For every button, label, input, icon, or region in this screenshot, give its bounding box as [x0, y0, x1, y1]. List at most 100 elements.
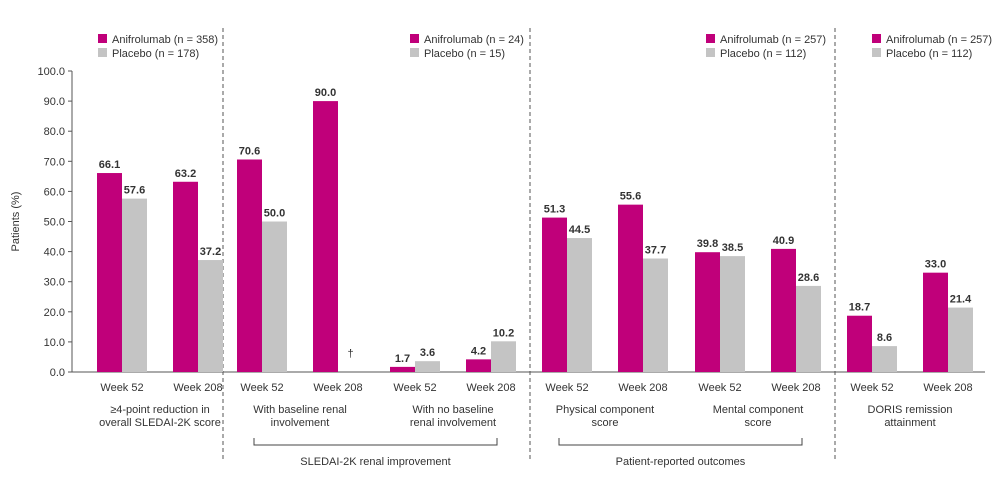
data-label-anifrolumab: 55.6	[620, 191, 641, 203]
bar-placebo	[567, 238, 592, 372]
data-label-anifrolumab: 70.6	[239, 145, 260, 157]
data-label-anifrolumab: 33.0	[925, 259, 946, 271]
bar-anifrolumab	[542, 217, 567, 372]
subcategory-label: With no baseline	[412, 404, 493, 416]
bar-anifrolumab	[390, 366, 415, 372]
data-label-placebo: 21.4	[950, 294, 972, 306]
legend-label-placebo: Placebo (n = 178)	[112, 48, 199, 60]
data-label-anifrolumab: 4.2	[471, 345, 486, 357]
legend-swatch-anifrolumab	[706, 34, 715, 43]
subcategory-label: Physical component	[556, 404, 654, 416]
x-tick-label: Week 208	[313, 382, 362, 394]
bar-placebo	[491, 341, 516, 372]
y-tick-label: 100.0	[37, 66, 65, 78]
y-axis-title: Patients (%)	[10, 192, 22, 252]
x-tick-label: Week 52	[698, 382, 741, 394]
legend-swatch-placebo	[98, 48, 107, 57]
group-bracket	[253, 438, 498, 446]
y-tick-label: 0.0	[50, 367, 65, 379]
subcategory-label: renal involvement	[410, 417, 496, 429]
data-label-placebo: 28.6	[798, 272, 819, 284]
legend-swatch-anifrolumab	[410, 34, 419, 43]
group-bracket-label: SLEDAI-2K renal improvement	[300, 456, 450, 468]
bar-anifrolumab	[466, 359, 491, 372]
subcategory-label: DORIS remission	[868, 404, 953, 416]
subcategory-label: With baseline renal	[253, 404, 347, 416]
bar-anifrolumab	[695, 252, 720, 372]
legend-swatch-placebo	[706, 48, 715, 57]
data-label-placebo: 38.5	[722, 242, 743, 254]
data-label-placebo: 37.7	[645, 245, 666, 257]
y-tick-label: 40.0	[44, 247, 65, 259]
bar-anifrolumab	[313, 101, 338, 372]
dagger-footnote-mark: †	[347, 348, 353, 360]
y-tick-label: 30.0	[44, 277, 65, 289]
bar-placebo	[872, 346, 897, 372]
bar-anifrolumab	[173, 181, 198, 372]
bar-anifrolumab	[847, 315, 872, 372]
bar-anifrolumab	[618, 204, 643, 372]
bar-anifrolumab	[771, 248, 796, 372]
subcategory-label: Mental component	[713, 404, 804, 416]
bar-anifrolumab	[97, 173, 122, 372]
data-label-anifrolumab: 66.1	[99, 159, 120, 171]
data-label-anifrolumab: 39.8	[697, 238, 718, 250]
legend-label-anifrolumab: Anifrolumab (n = 257)	[720, 34, 826, 46]
data-label-placebo: 57.6	[124, 185, 145, 197]
y-tick-label: 70.0	[44, 156, 65, 168]
x-tick-label: Week 52	[100, 382, 143, 394]
data-label-anifrolumab: 90.0	[315, 87, 336, 99]
x-tick-label: Week 208	[173, 382, 222, 394]
legend-swatch-placebo	[410, 48, 419, 57]
subcategory-label: score	[745, 417, 772, 429]
data-label-placebo: 3.6	[420, 347, 435, 359]
legend-label-placebo: Placebo (n = 112)	[886, 48, 972, 60]
data-label-anifrolumab: 18.7	[849, 302, 870, 314]
y-tick-label: 60.0	[44, 186, 65, 198]
x-tick-label: Week 52	[545, 382, 588, 394]
x-tick-label: Week 208	[771, 382, 820, 394]
data-label-anifrolumab: 51.3	[544, 204, 565, 216]
bar-anifrolumab	[237, 159, 262, 372]
bar-anifrolumab	[923, 272, 948, 372]
legend-swatch-anifrolumab	[98, 34, 107, 43]
y-tick-label: 50.0	[44, 217, 65, 229]
legend-swatch-placebo	[872, 48, 881, 57]
x-tick-label: Week 52	[240, 382, 283, 394]
group-bracket-label: Patient-reported outcomes	[616, 456, 746, 468]
subcategory-label: score	[592, 417, 619, 429]
bar-placebo	[122, 198, 147, 372]
bar-placebo	[262, 221, 287, 372]
bar-placebo	[415, 361, 440, 372]
data-label-placebo: 50.0	[264, 208, 285, 220]
legend-label-anifrolumab: Anifrolumab (n = 257)	[886, 34, 992, 46]
data-label-anifrolumab: 1.7	[395, 353, 410, 365]
x-tick-label: Week 208	[466, 382, 515, 394]
x-tick-label: Week 52	[393, 382, 436, 394]
data-label-anifrolumab: 63.2	[175, 168, 196, 180]
legend-swatch-anifrolumab	[872, 34, 881, 43]
y-tick-label: 90.0	[44, 96, 65, 108]
subcategory-label: overall SLEDAI-2K score	[99, 417, 221, 429]
bar-placebo	[948, 307, 973, 372]
legend-label-placebo: Placebo (n = 112)	[720, 48, 806, 60]
subcategory-label: attainment	[884, 417, 935, 429]
data-label-placebo: 10.2	[493, 327, 514, 339]
data-label-anifrolumab: 40.9	[773, 235, 794, 247]
legend-label-anifrolumab: Anifrolumab (n = 24)	[424, 34, 524, 46]
bar-placebo	[198, 260, 223, 372]
x-tick-label: Week 52	[850, 382, 893, 394]
y-tick-label: 10.0	[44, 337, 65, 349]
subcategory-label: ≥4-point reduction in	[110, 404, 210, 416]
bar-placebo	[796, 285, 821, 372]
subcategory-label: involvement	[271, 417, 330, 429]
data-label-placebo: 37.2	[200, 246, 221, 258]
legend-label-anifrolumab: Anifrolumab (n = 358)	[112, 34, 218, 46]
data-label-placebo: 44.5	[569, 224, 590, 236]
bar-placebo	[643, 258, 668, 372]
x-tick-label: Week 208	[618, 382, 667, 394]
x-tick-label: Week 208	[923, 382, 972, 394]
data-label-placebo: 8.6	[877, 332, 892, 344]
